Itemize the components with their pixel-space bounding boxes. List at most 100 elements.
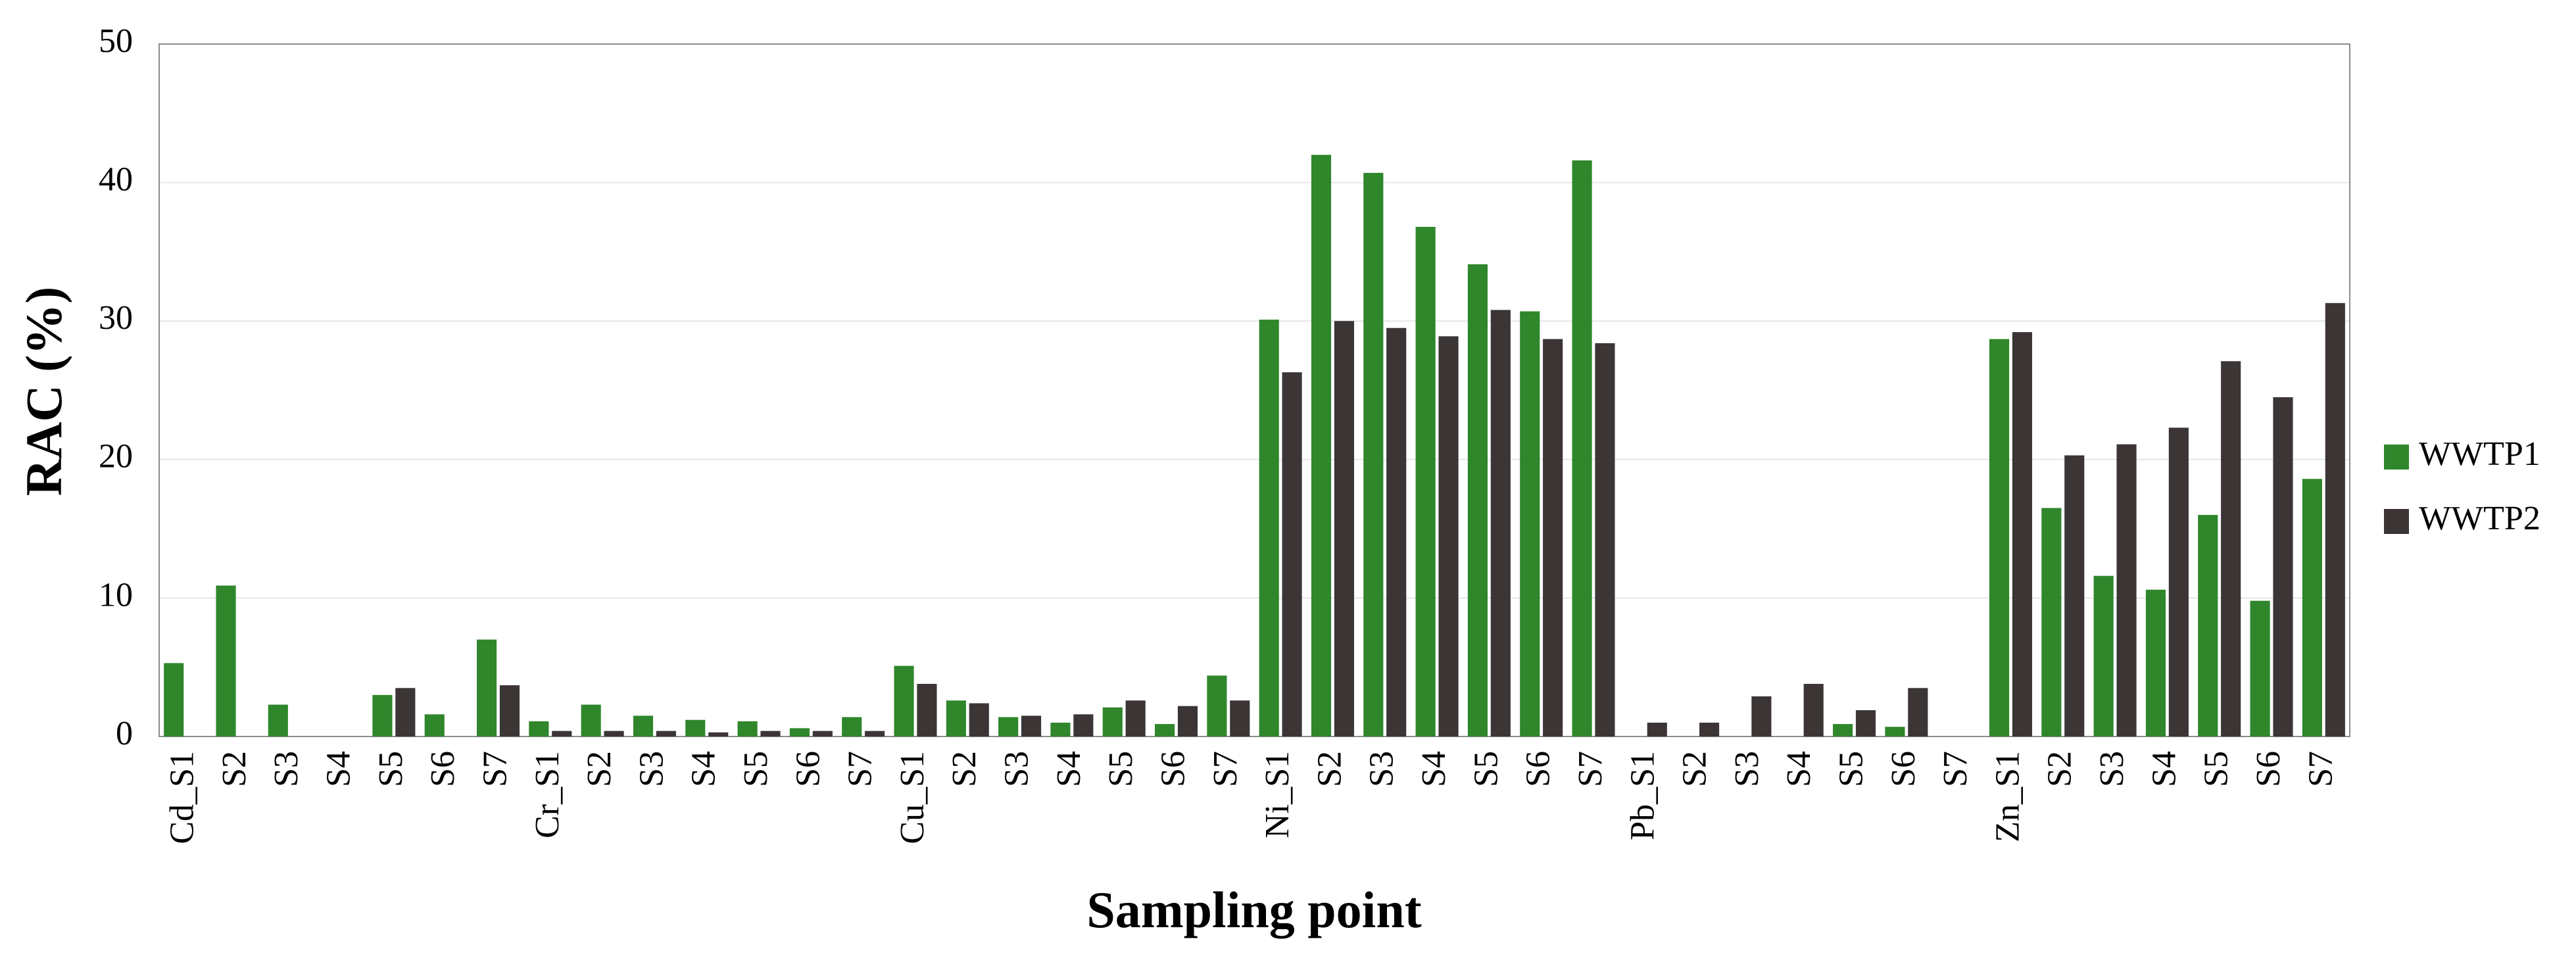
x-tick-label: S3: [1728, 751, 1766, 787]
bar: [708, 732, 729, 737]
x-tick-label: S6: [1154, 751, 1192, 787]
bar: [946, 700, 966, 737]
y-tick-label: 40: [99, 161, 133, 199]
x-tick-label: Cd_S1: [164, 751, 201, 844]
y-tick-label: 30: [99, 299, 133, 337]
bar: [2116, 444, 2137, 737]
bar: [1490, 310, 1511, 737]
bar: [685, 719, 706, 737]
bar: [581, 704, 601, 737]
bar: [1125, 700, 1146, 737]
x-tick-label: Cr_S1: [529, 751, 566, 838]
bar: [2198, 515, 2218, 737]
bar: [529, 721, 549, 737]
legend-swatch: [2384, 445, 2409, 470]
bar: [737, 721, 758, 737]
x-tick-label: S5: [1832, 751, 1870, 787]
bar: [268, 704, 288, 737]
bar: [1572, 160, 1592, 737]
bar: [865, 731, 885, 737]
plot-frame: [158, 43, 2350, 737]
bar: [1751, 696, 1772, 737]
x-tick-label: S7: [842, 751, 879, 787]
x-tick-label: S7: [1572, 751, 1609, 787]
bar: [917, 683, 937, 737]
bar: [1855, 710, 1876, 737]
x-tick-label: S3: [1363, 751, 1401, 787]
x-tick-label: S6: [2250, 751, 2287, 787]
x-tick-label: S4: [1415, 751, 1453, 787]
x-tick-label: S4: [320, 751, 358, 787]
bar: [894, 665, 914, 737]
bar: [1989, 339, 2010, 737]
bar: [1908, 688, 1928, 737]
y-tick-label: 20: [99, 438, 133, 475]
x-axis-title: Sampling point: [1086, 881, 1421, 938]
bar: [2250, 600, 2270, 737]
x-tick-label: S5: [737, 751, 775, 787]
bar: [395, 688, 416, 737]
bar: [2145, 589, 2166, 737]
x-tick-label: S7: [476, 751, 514, 787]
x-tick-label: Pb_S1: [1624, 751, 1661, 840]
x-tick-label: S7: [2302, 751, 2339, 787]
bar: [1050, 722, 1071, 737]
bar: [2325, 302, 2345, 737]
x-tick-label: S2: [946, 751, 983, 787]
bar: [2093, 575, 2114, 737]
bar: [1595, 343, 1615, 737]
x-tick-label: S4: [2145, 751, 2183, 787]
bar: [1803, 683, 1824, 737]
bar: [1415, 226, 1436, 737]
bar: [1207, 675, 1227, 737]
x-tick-label: S5: [1467, 751, 1505, 787]
bar: [476, 639, 497, 737]
bar: [604, 731, 624, 737]
x-tick-label: S2: [1311, 751, 1348, 787]
bar: [1259, 320, 1279, 737]
x-tick-label: S6: [789, 751, 827, 787]
legend-label: WWTP1: [2419, 435, 2540, 473]
x-tick-label: S5: [2198, 751, 2235, 787]
x-tick-label: S3: [2093, 751, 2131, 787]
bar: [812, 731, 833, 737]
bar: [969, 703, 989, 737]
bar: [2064, 455, 2085, 737]
bar: [1073, 714, 1094, 737]
bar: [164, 663, 184, 737]
bar: [1282, 372, 1302, 737]
x-tick-label: S3: [633, 751, 670, 787]
bar: [1311, 155, 1332, 737]
bar: [1438, 336, 1459, 737]
bar: [1177, 706, 1198, 737]
x-tick-label: S6: [1520, 751, 1557, 787]
x-tick-label: Zn_S1: [1989, 751, 2026, 842]
x-tick-label: Cu_S1: [894, 751, 931, 844]
bar: [2221, 361, 2241, 737]
x-tick-label: S6: [424, 751, 462, 787]
bar: [424, 714, 445, 737]
bar: [1520, 311, 1540, 737]
x-tick-label: S3: [998, 751, 1036, 787]
bar: [1467, 264, 1488, 737]
bar: [1155, 724, 1175, 737]
bar: [760, 731, 781, 737]
x-tick-label: S3: [268, 751, 305, 787]
bar: [1699, 722, 1720, 737]
x-tick-label: S2: [2041, 751, 2079, 787]
y-tick-label: 10: [99, 576, 133, 614]
x-tick-label: S5: [372, 751, 410, 787]
bar: [656, 731, 676, 737]
legend-swatch: [2384, 509, 2409, 534]
bar: [789, 728, 810, 737]
x-tick-label: S7: [1207, 751, 1244, 787]
x-tick-label: Ni_S1: [1259, 751, 1296, 838]
bar: [1021, 715, 1042, 737]
bar: [1543, 339, 1563, 737]
y-tick-label: 50: [99, 22, 133, 60]
bar: [499, 685, 520, 737]
y-axis-title: RAC (%): [15, 287, 72, 496]
bar: [1230, 700, 1250, 737]
